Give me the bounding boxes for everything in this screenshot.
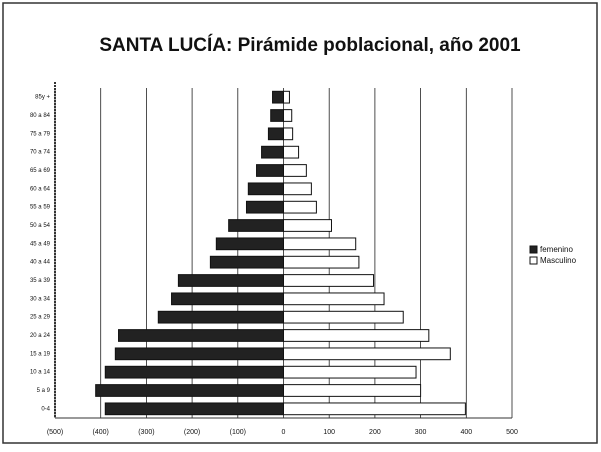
y-tick-label: 50 a 54 [30,223,51,229]
bar [283,145,300,159]
x-tick-label: 300 [415,429,427,436]
bar [283,109,293,122]
y-tick-label: 55 a 59 [30,205,51,211]
bar [283,402,466,416]
y-tick-label: 15 a 19 [30,351,51,357]
y-tick-label: 60 a 64 [30,186,51,192]
bar [104,365,284,379]
legend-label: femenino [540,245,573,254]
y-tick-label: 85y + [35,95,50,101]
bar [283,127,294,141]
bar [157,310,284,324]
bar [272,90,285,104]
bar [283,164,307,177]
y-tick-label: 10 a 14 [30,370,51,376]
bar [283,200,317,214]
y-tick-label: 35 a 39 [30,278,51,284]
y-tick-label: 20 a 24 [30,333,51,339]
bar [283,182,312,196]
y-tick-label: 80 a 84 [30,113,51,119]
bar [104,402,284,416]
bar [267,127,285,141]
bar [228,219,285,232]
legend-swatch [529,245,538,254]
chart-title: SANTA LUCÍA: Pirámide poblacional, año 2… [99,34,521,56]
x-tick-label: (300) [138,429,154,436]
bar [283,365,417,379]
bar [215,237,284,251]
y-tick-label: 25 a 29 [30,315,51,321]
bar [283,310,404,324]
x-tick-label: (400) [93,429,109,436]
bar [261,145,284,159]
legend-label: Masculino [540,256,577,265]
y-tick-label: 5 a 9 [37,388,51,394]
x-tick-label: (200) [184,429,200,436]
y-tick-label: 45 a 49 [30,241,51,247]
bar [283,237,357,251]
bar [95,384,284,397]
legend-swatch [529,256,538,265]
bar [283,255,360,269]
bar [245,200,284,214]
bar [118,329,285,342]
bar [171,292,284,306]
x-tick-label: (100) [230,429,246,436]
bar [283,292,385,306]
x-tick-label: 0 [282,429,286,436]
x-tick-label: (500) [47,429,63,436]
bar [247,182,285,196]
y-tick-label: 0-4 [41,406,50,412]
bar [209,255,285,269]
bar [283,90,290,104]
y-tick-label: 75 a 79 [30,131,51,137]
bar [283,274,375,287]
bar [283,219,332,232]
bar [283,384,422,397]
y-tick-label: 30 a 34 [30,296,51,302]
bar [256,164,284,177]
bar [283,347,451,361]
y-tick-label: 70 a 74 [30,150,51,156]
y-tick-label: 40 a 44 [30,260,51,266]
x-tick-label: 500 [506,429,518,436]
x-tick-label: 200 [369,429,381,436]
bar [270,109,285,122]
bar [114,347,284,361]
bar [177,274,284,287]
x-tick-label: 400 [460,429,472,436]
x-tick-label: 100 [323,429,335,436]
bar [283,329,430,342]
y-tick-label: 65 a 69 [30,168,51,174]
